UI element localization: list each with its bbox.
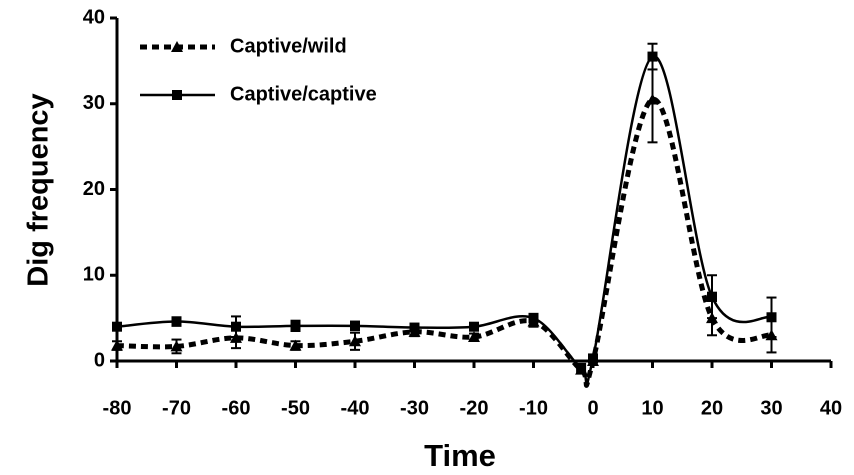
- marker: [576, 362, 587, 373]
- y-tick-label: 40: [83, 6, 105, 28]
- y-tick-label: 10: [83, 264, 105, 286]
- marker: [647, 51, 658, 62]
- x-axis-label: Time: [424, 438, 496, 473]
- marker: [231, 321, 241, 332]
- marker: [289, 339, 302, 351]
- x-tick-label: 40: [820, 397, 842, 419]
- y-tick-label: 0: [94, 349, 105, 371]
- x-tick-label: 30: [760, 397, 782, 419]
- marker: [707, 291, 717, 302]
- series-line: [116, 97, 773, 388]
- x-tick-label: -30: [400, 397, 429, 419]
- legend-label: Captive/wild: [230, 35, 347, 57]
- x-tick-label: -80: [103, 397, 132, 419]
- x-tick-label: 20: [701, 397, 723, 419]
- marker: [170, 340, 183, 352]
- marker: [171, 316, 182, 327]
- x-tick-label: -50: [281, 397, 310, 419]
- x-tick-label: 10: [641, 397, 663, 419]
- x-tick-label: -10: [519, 397, 548, 419]
- marker: [112, 321, 122, 332]
- marker: [528, 313, 539, 324]
- legend-marker: [172, 90, 182, 100]
- x-tick-label: 0: [587, 397, 598, 419]
- legend-marker: [171, 41, 183, 52]
- marker: [646, 93, 659, 105]
- marker: [349, 335, 361, 347]
- marker: [350, 320, 360, 331]
- y-axis-label: Dig frequency: [23, 93, 55, 286]
- marker: [766, 312, 777, 323]
- y-tick-label: 30: [83, 92, 105, 114]
- y-tick-label: 20: [83, 178, 105, 200]
- x-tick-label: -70: [162, 397, 191, 419]
- marker: [409, 322, 420, 333]
- marker: [290, 320, 301, 331]
- series-line: [116, 55, 772, 388]
- marker: [588, 353, 598, 364]
- legend-label: Captive/captive: [230, 83, 377, 105]
- marker: [111, 339, 123, 351]
- marker: [469, 321, 479, 332]
- x-tick-label: -60: [222, 397, 251, 419]
- x-tick-label: -20: [460, 397, 489, 419]
- x-tick-label: -40: [341, 397, 370, 419]
- marker: [468, 330, 480, 342]
